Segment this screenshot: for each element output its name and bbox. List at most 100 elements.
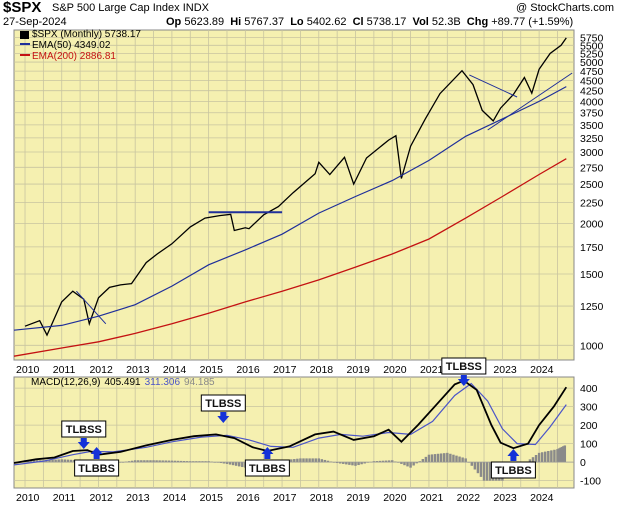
macd-x-tick-label: 2015 bbox=[200, 492, 224, 504]
price-y-tick-label: 3750 bbox=[580, 108, 604, 120]
annotation-box bbox=[74, 459, 120, 477]
price-y-tick-label: 4500 bbox=[580, 76, 604, 88]
macd-histogram-bar bbox=[60, 459, 63, 463]
macd-histogram-bar bbox=[387, 460, 391, 463]
macd-histogram-bar bbox=[32, 460, 36, 463]
macd-histogram-bar bbox=[544, 451, 547, 463]
macd-histogram-bar bbox=[335, 462, 339, 464]
trendline-2022 bbox=[469, 74, 518, 98]
macd-x-tick-label: 2014 bbox=[163, 492, 187, 504]
macd-x-tick-label: 2012 bbox=[89, 492, 113, 504]
macd-histogram-bar bbox=[302, 458, 305, 463]
macd-histogram-bar bbox=[345, 462, 348, 465]
macd-histogram-bar bbox=[182, 460, 186, 463]
macd-histogram-bar bbox=[48, 459, 51, 463]
macd-histogram-bar bbox=[482, 462, 486, 481]
price-x-tick-label: 2013 bbox=[126, 364, 150, 376]
macd-histogram-bar bbox=[195, 461, 198, 463]
low-label: Lo bbox=[290, 16, 304, 28]
macd-histogram-bar bbox=[127, 461, 131, 463]
quote-values: Op 5623.89 Hi 5767.37 Lo 5402.62 Cl 5738… bbox=[166, 16, 573, 28]
macd-histogram-bar bbox=[133, 460, 137, 463]
macd-y-tick-label: 200 bbox=[580, 420, 598, 432]
annotations: TLBSS TLBBS TLBSS TLBBS TLBSS TLBBS bbox=[61, 357, 536, 479]
macd-y-tick-label: 300 bbox=[580, 402, 598, 414]
macd-x-tick-label: 2023 bbox=[493, 492, 517, 504]
macd-histogram-bar bbox=[170, 460, 174, 463]
macd-histogram-bar bbox=[238, 462, 241, 467]
macd-histogram-bar bbox=[446, 452, 449, 463]
legend-ema200-label: EMA(200) 2886.81 bbox=[32, 51, 116, 62]
macd-histogram-bar bbox=[36, 460, 39, 463]
open-label: Op bbox=[166, 16, 182, 28]
price-y-tick-label: 5250 bbox=[580, 48, 604, 60]
macd-histogram-bar bbox=[534, 455, 538, 463]
macd-x-tick-label: 2021 bbox=[420, 492, 444, 504]
macd-histogram-bar bbox=[164, 460, 168, 463]
high-value: 5767.37 bbox=[244, 16, 285, 28]
macd-histogram-bar bbox=[158, 460, 161, 463]
macd-histogram-bar bbox=[326, 460, 330, 463]
macd-histogram-bar bbox=[528, 459, 532, 463]
macd-histogram-bar bbox=[439, 453, 443, 463]
exchange-code: INDX bbox=[182, 2, 209, 14]
macd-histogram-bar bbox=[342, 462, 345, 464]
macd-histogram-bar bbox=[146, 460, 149, 463]
macd-histogram-bar bbox=[308, 458, 311, 463]
macd-histogram-bar bbox=[222, 462, 226, 464]
macd-histogram-bar bbox=[553, 449, 556, 463]
signal-line bbox=[13, 382, 567, 466]
macd-y-tick-label: 0 bbox=[580, 457, 586, 469]
price-y-tick-label: 3250 bbox=[580, 133, 604, 145]
annotation-label: TLBBS bbox=[78, 463, 115, 475]
macd-histogram-bar bbox=[354, 462, 357, 466]
macd-legend-name: MACD(12,26,9) bbox=[31, 377, 100, 388]
price-y-tick-label: 2250 bbox=[580, 198, 604, 210]
price-y-tick-label: 4750 bbox=[580, 66, 604, 78]
macd-histogram-bar bbox=[179, 460, 183, 463]
symbol-description: S&P 500 Large Cap Index INDX bbox=[52, 2, 209, 14]
change-label: Chg bbox=[466, 16, 489, 28]
macd-histogram-bar bbox=[228, 462, 232, 465]
macd-histogram-bar bbox=[547, 451, 550, 463]
macd-histogram-bar bbox=[348, 462, 351, 465]
price-y-tick-label: 1250 bbox=[580, 301, 604, 313]
price-y-tick-label: 2000 bbox=[580, 218, 604, 230]
tlbss-annotation: TLBSS bbox=[200, 394, 246, 423]
macd-histogram-bar bbox=[149, 460, 152, 463]
macd-histogram-bar bbox=[54, 459, 57, 463]
volume-value: 52.3B bbox=[431, 16, 461, 28]
price-y-tick-label: 4250 bbox=[580, 86, 604, 98]
signal-legend-value: 311.306 bbox=[145, 377, 181, 388]
macd-histogram-bar bbox=[72, 459, 76, 463]
macd-histogram-bar bbox=[400, 462, 403, 464]
macd-histogram-bar bbox=[320, 459, 324, 463]
macd-histogram-bar bbox=[357, 462, 360, 466]
macd-histogram-bar bbox=[305, 458, 308, 463]
macd-histogram-bar bbox=[152, 460, 155, 463]
open-value: 5623.89 bbox=[184, 16, 225, 28]
price-x-tick-label: 2023 bbox=[493, 364, 517, 376]
macd-histogram-bar bbox=[488, 462, 492, 481]
macd-x-tick-label: 2017 bbox=[273, 492, 297, 504]
macd-histogram-bar bbox=[375, 461, 379, 463]
macd-histogram-bar bbox=[311, 458, 314, 463]
trendline-2011 bbox=[76, 290, 107, 325]
index-name: S&P 500 Large Cap Index bbox=[52, 2, 180, 14]
macd-histogram-bar bbox=[427, 454, 431, 463]
macd-x-tick-label: 2019 bbox=[347, 492, 371, 504]
macd-histogram-bar bbox=[540, 452, 544, 463]
macd-histogram-bar bbox=[234, 462, 238, 466]
macd-histogram-bar bbox=[485, 462, 489, 481]
up-arrow-icon bbox=[507, 449, 520, 461]
annotation-label: TLBBS bbox=[249, 463, 286, 475]
macd-histogram-bar bbox=[403, 462, 406, 466]
macd-histogram-bar bbox=[424, 456, 428, 463]
price-x-tick-label: 2019 bbox=[347, 364, 371, 376]
price-x-tick-label: 2012 bbox=[89, 364, 113, 376]
macd-x-tick-label: 2010 bbox=[16, 492, 40, 504]
macd-histogram-bar bbox=[63, 459, 67, 463]
macd-histogram-bar bbox=[430, 454, 434, 463]
price-y-tick-label: 3000 bbox=[580, 147, 604, 159]
